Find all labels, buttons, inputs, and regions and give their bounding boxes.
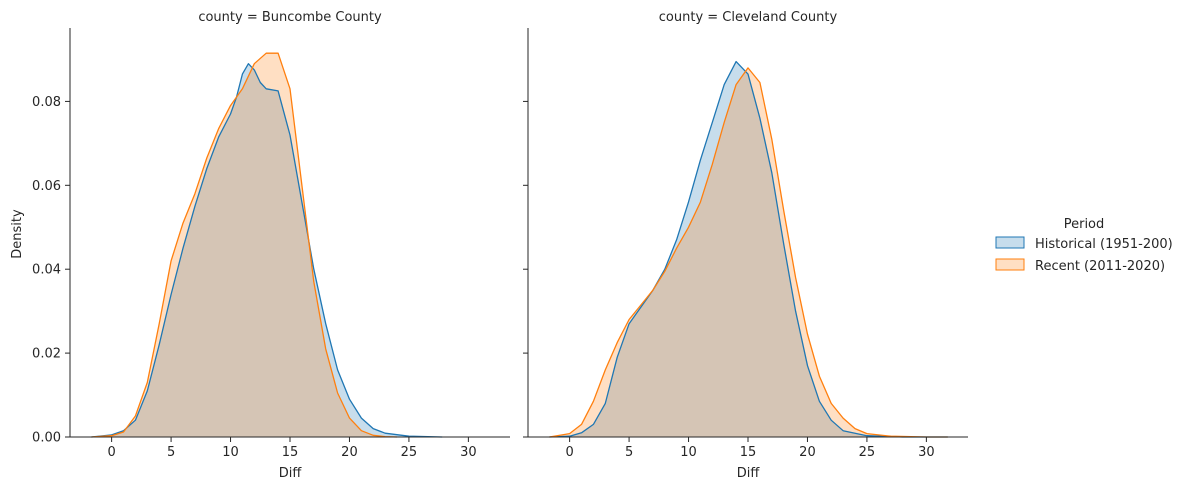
legend-swatch-historical bbox=[995, 236, 1025, 249]
y-tick-label: 0.06 bbox=[32, 179, 61, 194]
density-line-recent bbox=[549, 67, 948, 438]
density-area-recent bbox=[549, 67, 948, 438]
x-tick-label: 15 bbox=[282, 445, 299, 460]
legend-title: Period bbox=[1064, 217, 1105, 232]
density-line-recent bbox=[91, 52, 398, 438]
x-ticks: 0 5 10 15 20 25 30 bbox=[107, 437, 477, 460]
legend-label-historical: Historical (1951-200) bbox=[1035, 237, 1173, 252]
x-tick-label: 20 bbox=[341, 445, 358, 460]
x-tick-label: 15 bbox=[740, 445, 757, 460]
x-ticks: 0 5 10 15 20 25 30 bbox=[565, 437, 935, 460]
density-line-historical bbox=[549, 60, 948, 438]
y-tick-label: 0.00 bbox=[32, 431, 61, 446]
x-axis-title: Diff bbox=[279, 466, 303, 481]
x-tick-label: 5 bbox=[167, 445, 175, 460]
x-tick-label: 0 bbox=[565, 445, 573, 460]
y-tick-label: 0.04 bbox=[32, 263, 61, 278]
density-line-historical bbox=[91, 63, 443, 438]
x-tick-label: 20 bbox=[799, 445, 816, 460]
legend-label-recent: Recent (2011-2020) bbox=[1035, 259, 1165, 274]
x-tick-label: 5 bbox=[625, 445, 633, 460]
y-axis-title: Density bbox=[10, 209, 25, 259]
x-tick-label: 30 bbox=[460, 445, 477, 460]
density-area-historical bbox=[549, 61, 948, 437]
panel-title-buncombe: county = Buncombe County bbox=[198, 10, 382, 25]
panel-title-cleveland: county = Cleveland County bbox=[659, 10, 838, 25]
density-area-recent bbox=[91, 53, 398, 437]
y-ticks bbox=[523, 100, 528, 438]
x-tick-label: 25 bbox=[859, 445, 876, 460]
x-tick-label: 0 bbox=[107, 445, 115, 460]
panel-cleveland-county: county = Cleveland County 0 5 10 15 20 25 30 D… bbox=[523, 10, 968, 481]
y-tick-label: 0.02 bbox=[32, 347, 61, 362]
legend: Period Historical (1951-200) Recent (201… bbox=[995, 217, 1173, 274]
y-tick-label: 0.08 bbox=[32, 95, 61, 110]
x-tick-label: 10 bbox=[680, 445, 697, 460]
x-tick-label: 25 bbox=[401, 445, 418, 460]
legend-swatch-recent bbox=[995, 258, 1025, 271]
x-axis-title: Diff bbox=[737, 466, 761, 481]
panel-buncombe-county: county = Buncombe County 0 5 10 15 20 25 30 0.… bbox=[10, 10, 510, 481]
y-ticks: 0.00 0.02 0.04 0.06 0.08 bbox=[32, 95, 70, 446]
density-area-historical bbox=[91, 63, 443, 437]
series-layer bbox=[549, 60, 948, 438]
x-tick-label: 30 bbox=[918, 445, 935, 460]
x-tick-label: 10 bbox=[222, 445, 239, 460]
series-layer bbox=[91, 52, 443, 438]
